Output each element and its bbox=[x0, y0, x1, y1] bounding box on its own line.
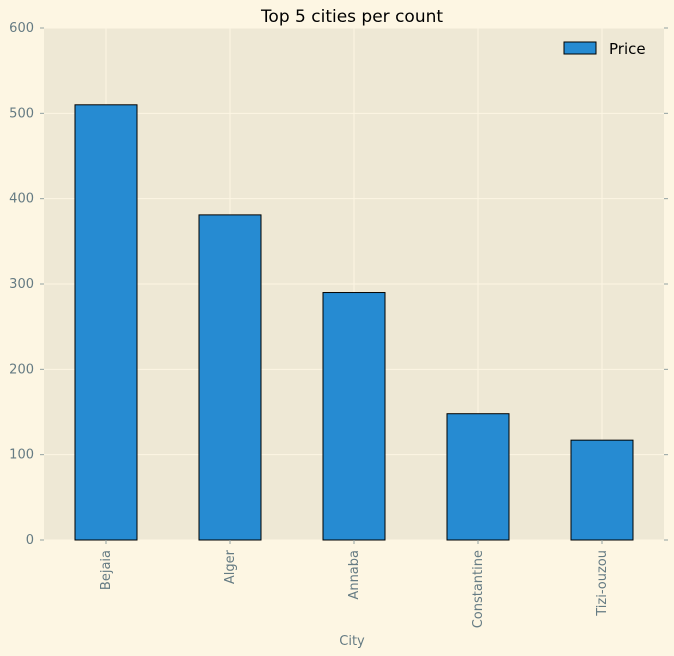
axis-ticks: 0 100 200 300 400 500 600 Bejaia Alger Annaba Cons… bbox=[9, 21, 668, 628]
y-tick-label: 500 bbox=[9, 106, 34, 121]
bar-alger bbox=[198, 214, 262, 541]
y-tick-label: 100 bbox=[9, 448, 34, 463]
bar-tizi-ouzou bbox=[570, 439, 634, 541]
y-tick-label: 0 bbox=[26, 533, 34, 548]
bar-annaba bbox=[322, 292, 386, 541]
legend-swatch bbox=[563, 41, 597, 55]
y-tick-label: 600 bbox=[9, 21, 34, 36]
y-tick-label: 200 bbox=[9, 362, 34, 377]
chart-title: Top 5 cities per count bbox=[260, 7, 443, 27]
x-tick-label: Annaba bbox=[347, 550, 362, 600]
x-tick-label: Bejaia bbox=[99, 550, 114, 590]
x-tick-label: Constantine bbox=[471, 550, 486, 628]
x-tick-label: Alger bbox=[223, 549, 238, 584]
bar-constantine bbox=[446, 413, 510, 541]
y-tick-label: 400 bbox=[9, 192, 34, 207]
bars bbox=[74, 104, 634, 541]
legend: Price bbox=[563, 40, 646, 58]
legend-label: Price bbox=[609, 40, 646, 58]
y-tick-label: 300 bbox=[9, 277, 34, 292]
x-axis-title: City bbox=[339, 634, 365, 649]
bar-bejaia bbox=[74, 104, 138, 541]
x-tick-label: Tizi-ouzou bbox=[595, 550, 610, 617]
